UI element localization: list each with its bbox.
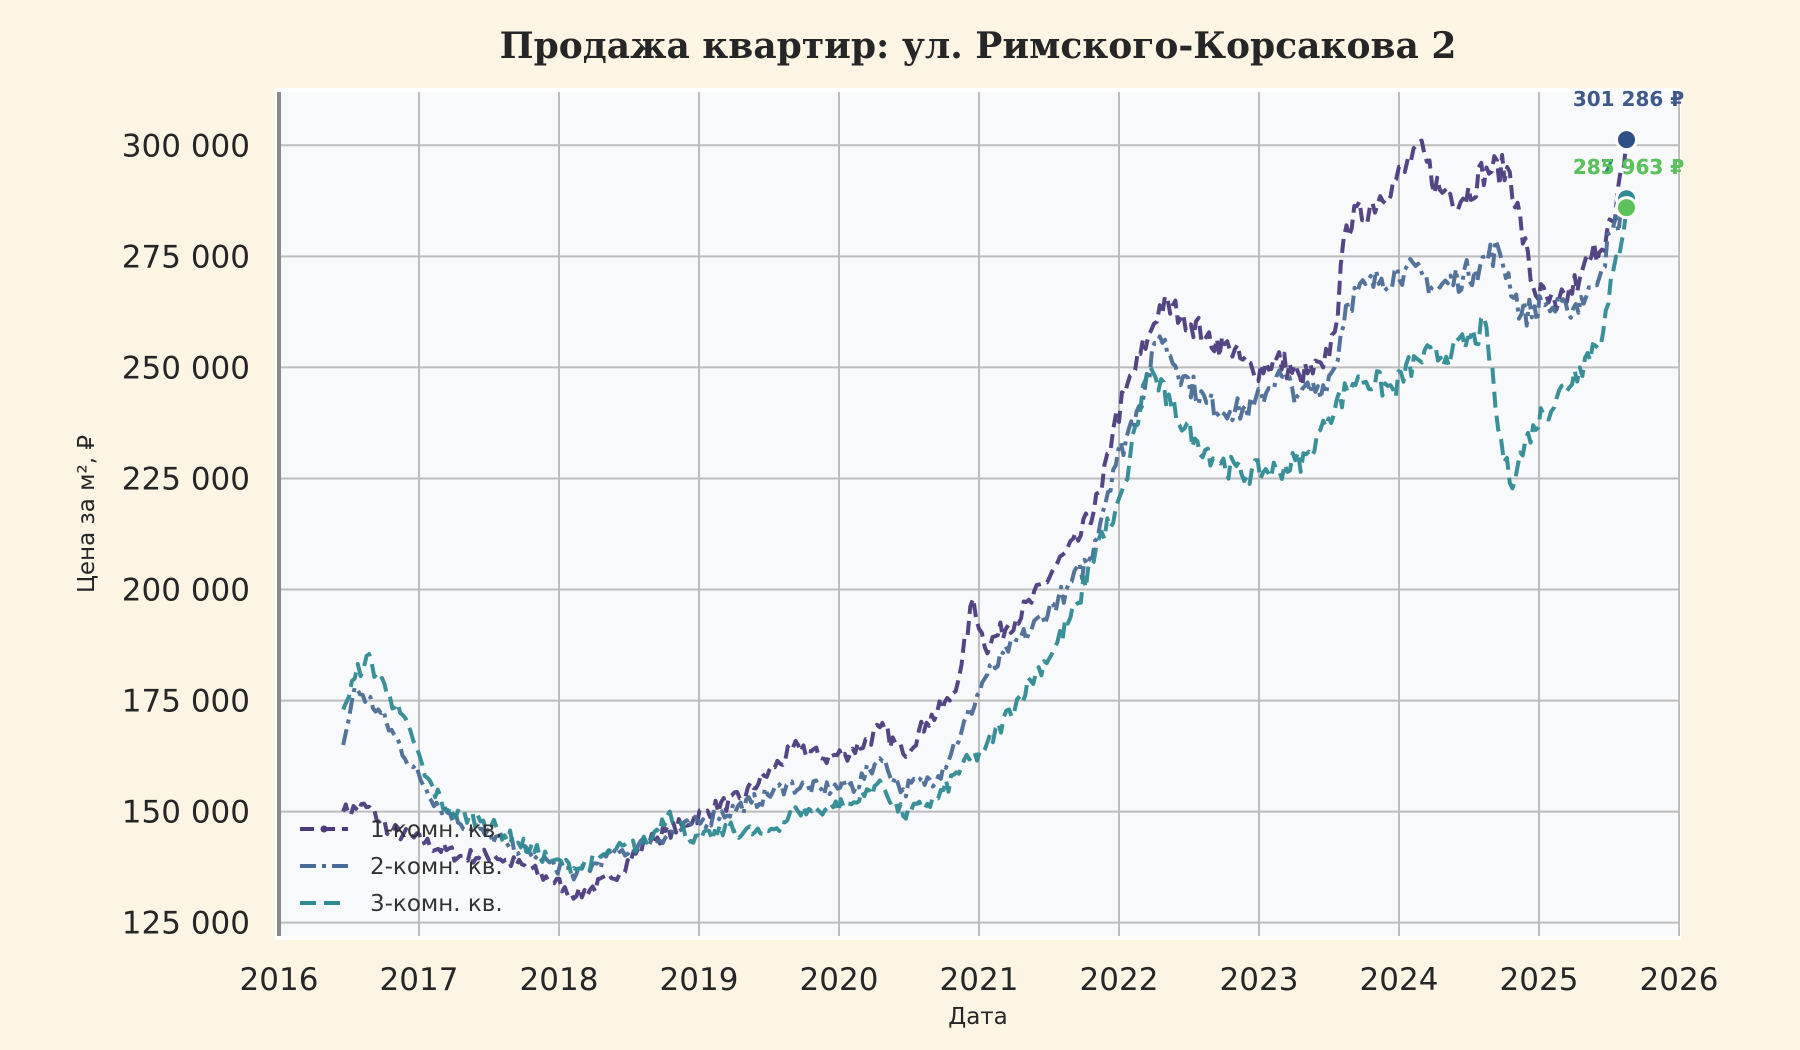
x-axis-label: Дата (948, 1004, 1008, 1030)
y-tick-label: 125 000 (122, 906, 250, 942)
end-value-labels: 301 286 ₽ 287 963 ₽285 963 ₽ (1573, 87, 1684, 179)
series-line-1 (341, 138, 1629, 901)
end-marker-3 (1615, 196, 1638, 220)
x-tick-label: 2018 (520, 962, 599, 998)
x-tick-label: 2021 (940, 962, 1019, 998)
end-value-label: 287 963 ₽ (1573, 155, 1684, 179)
x-tick-label: 2024 (1360, 962, 1439, 998)
y-tick-label: 275 000 (122, 239, 250, 275)
y-tick-label: 200 000 (122, 573, 250, 609)
y-tick-label: 250 000 (122, 350, 250, 386)
y-tick-label: 300 000 (122, 128, 250, 164)
legend-label-2: 2-комн. кв. (370, 854, 503, 880)
legend-label-3: 3-комн. кв. (370, 891, 503, 917)
x-tick-label: 2025 (1500, 962, 1579, 998)
y-tick-label: 225 000 (122, 461, 250, 497)
legend-marker (320, 825, 328, 833)
chart-title: Продажа квартир: ул. Римского-Корсакова … (500, 25, 1457, 67)
x-tick-label: 2022 (1080, 962, 1159, 998)
x-tick-label: 2020 (800, 962, 879, 998)
legend-label-1: 1-комн. кв. (370, 817, 503, 843)
y-tick-label: 175 000 (122, 684, 250, 720)
series-line-3 (341, 207, 1629, 877)
y-tick-label: 150 000 (122, 795, 250, 831)
series-line-2 (341, 192, 1629, 882)
legend: 1-комн. кв. 2-комн. кв. 3-комн. кв. (300, 817, 503, 917)
x-tick-label: 2016 (240, 962, 319, 998)
end-value-label: 301 286 ₽ (1573, 87, 1684, 111)
x-axis-ticks: 2016 2017 2018 2019 2020 2021 2022 2023 2024 2025… (240, 962, 1719, 998)
end-value-label: 285 963 ₽ (1573, 155, 1684, 179)
x-tick-label: 2017 (380, 962, 459, 998)
end-markers (1615, 128, 1638, 220)
x-tick-label: 2026 (1640, 962, 1719, 998)
x-tick-label: 2019 (660, 962, 739, 998)
end-marker-1 (1615, 128, 1638, 152)
y-axis-ticks: 125 000 150 000 175 000 200 000 225 000 250 0… (122, 128, 250, 941)
series-lines (341, 138, 1629, 901)
y-axis-label: Цена за м², ₽ (74, 435, 100, 593)
x-tick-label: 2023 (1220, 962, 1299, 998)
